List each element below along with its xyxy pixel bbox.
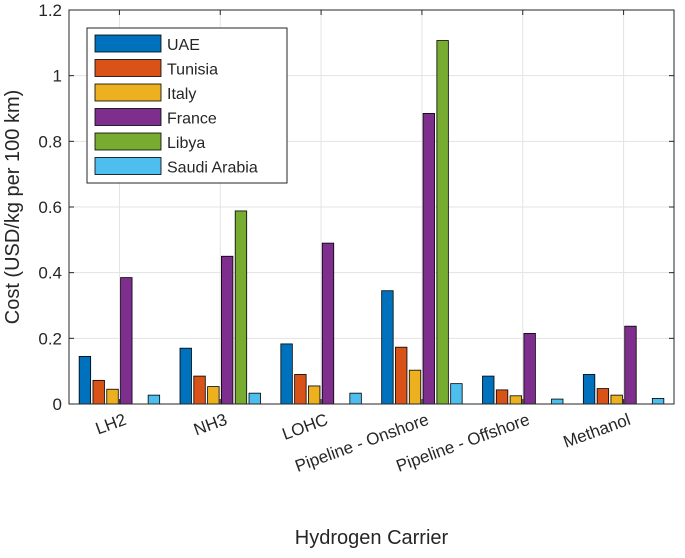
y-tick-label: 0.4 — [38, 264, 62, 283]
y-tick-label: 1 — [53, 67, 62, 86]
legend-swatch-italy — [94, 83, 162, 102]
bar-saudi-arabia-0 — [147, 394, 161, 405]
bar-italy-0 — [106, 388, 119, 405]
bar-saudi-arabia-4 — [551, 398, 564, 405]
bar-uae-0 — [78, 355, 92, 405]
bar-saudi-arabia-2 — [349, 392, 362, 405]
bar-tunisia-1 — [193, 375, 206, 405]
bar-italy-2 — [308, 385, 321, 405]
bar-france-5 — [624, 325, 637, 405]
bar-uae-1 — [179, 347, 192, 405]
y-tick-label: 1.2 — [38, 1, 62, 20]
legend-label-libya: Libya — [167, 135, 205, 152]
y-tick-label: 0.6 — [38, 198, 62, 217]
legend-swatch-uae — [94, 34, 162, 53]
legend: UAE Tunisia Italy France Libya Saudi Arabia — [86, 27, 288, 184]
bar-tunisia-3 — [395, 346, 408, 405]
x-tick-label: LH2 — [93, 410, 129, 439]
bar-italy-4 — [509, 395, 523, 405]
bar-italy-1 — [207, 386, 220, 405]
bar-uae-5 — [582, 374, 596, 405]
bar-saudi-arabia-3 — [450, 383, 463, 405]
bar-libya-3 — [436, 40, 449, 405]
bar-france-0 — [120, 277, 133, 405]
bar-france-1 — [220, 255, 234, 405]
y-axis-ticks: 0 0.2 0.4 0.6 0.8 1 1.2 — [38, 1, 674, 414]
legend-swatch-libya — [94, 132, 162, 151]
bar-tunisia-2 — [294, 374, 307, 405]
bar-italy-5 — [610, 394, 623, 405]
bar-saudi-arabia-5 — [651, 398, 665, 405]
legend-label-france: France — [167, 111, 217, 128]
legend-swatch-france — [94, 108, 162, 126]
bar-saudi-arabia-1 — [248, 392, 261, 405]
bar-tunisia-5 — [596, 388, 610, 405]
x-axis-label: Hydrogen Carrier — [295, 527, 449, 549]
bar-uae-2 — [280, 343, 293, 405]
x-tick-label: LOHC — [280, 410, 331, 444]
y-tick-label: 0 — [53, 395, 62, 414]
x-tick-label: NH3 — [191, 410, 229, 439]
x-tick-label: Methanol — [561, 410, 633, 452]
legend-swatch-saudi-arabia — [94, 157, 162, 175]
legend-label-italy: Italy — [167, 86, 196, 103]
y-tick-label: 0.8 — [38, 132, 62, 151]
legend-swatch-tunisia — [94, 59, 162, 77]
y-tick-label: 0.2 — [38, 329, 62, 348]
legend-label-saudi-arabia: Saudi Arabia — [167, 160, 258, 177]
bar-uae-3 — [381, 290, 394, 405]
legend-label-uae: UAE — [167, 37, 200, 54]
bar-france-2 — [321, 242, 335, 405]
bar-tunisia-0 — [92, 379, 105, 405]
bar-libya-1 — [234, 210, 248, 405]
legend-label-tunisia: Tunisia — [167, 62, 218, 79]
y-axis-label: Cost (USD/kg per 100 km) — [2, 90, 24, 325]
bar-uae-4 — [482, 375, 495, 405]
bar-italy-3 — [408, 369, 422, 405]
bar-tunisia-4 — [495, 389, 509, 405]
bar-france-3 — [422, 113, 435, 405]
bar-france-4 — [523, 333, 536, 405]
